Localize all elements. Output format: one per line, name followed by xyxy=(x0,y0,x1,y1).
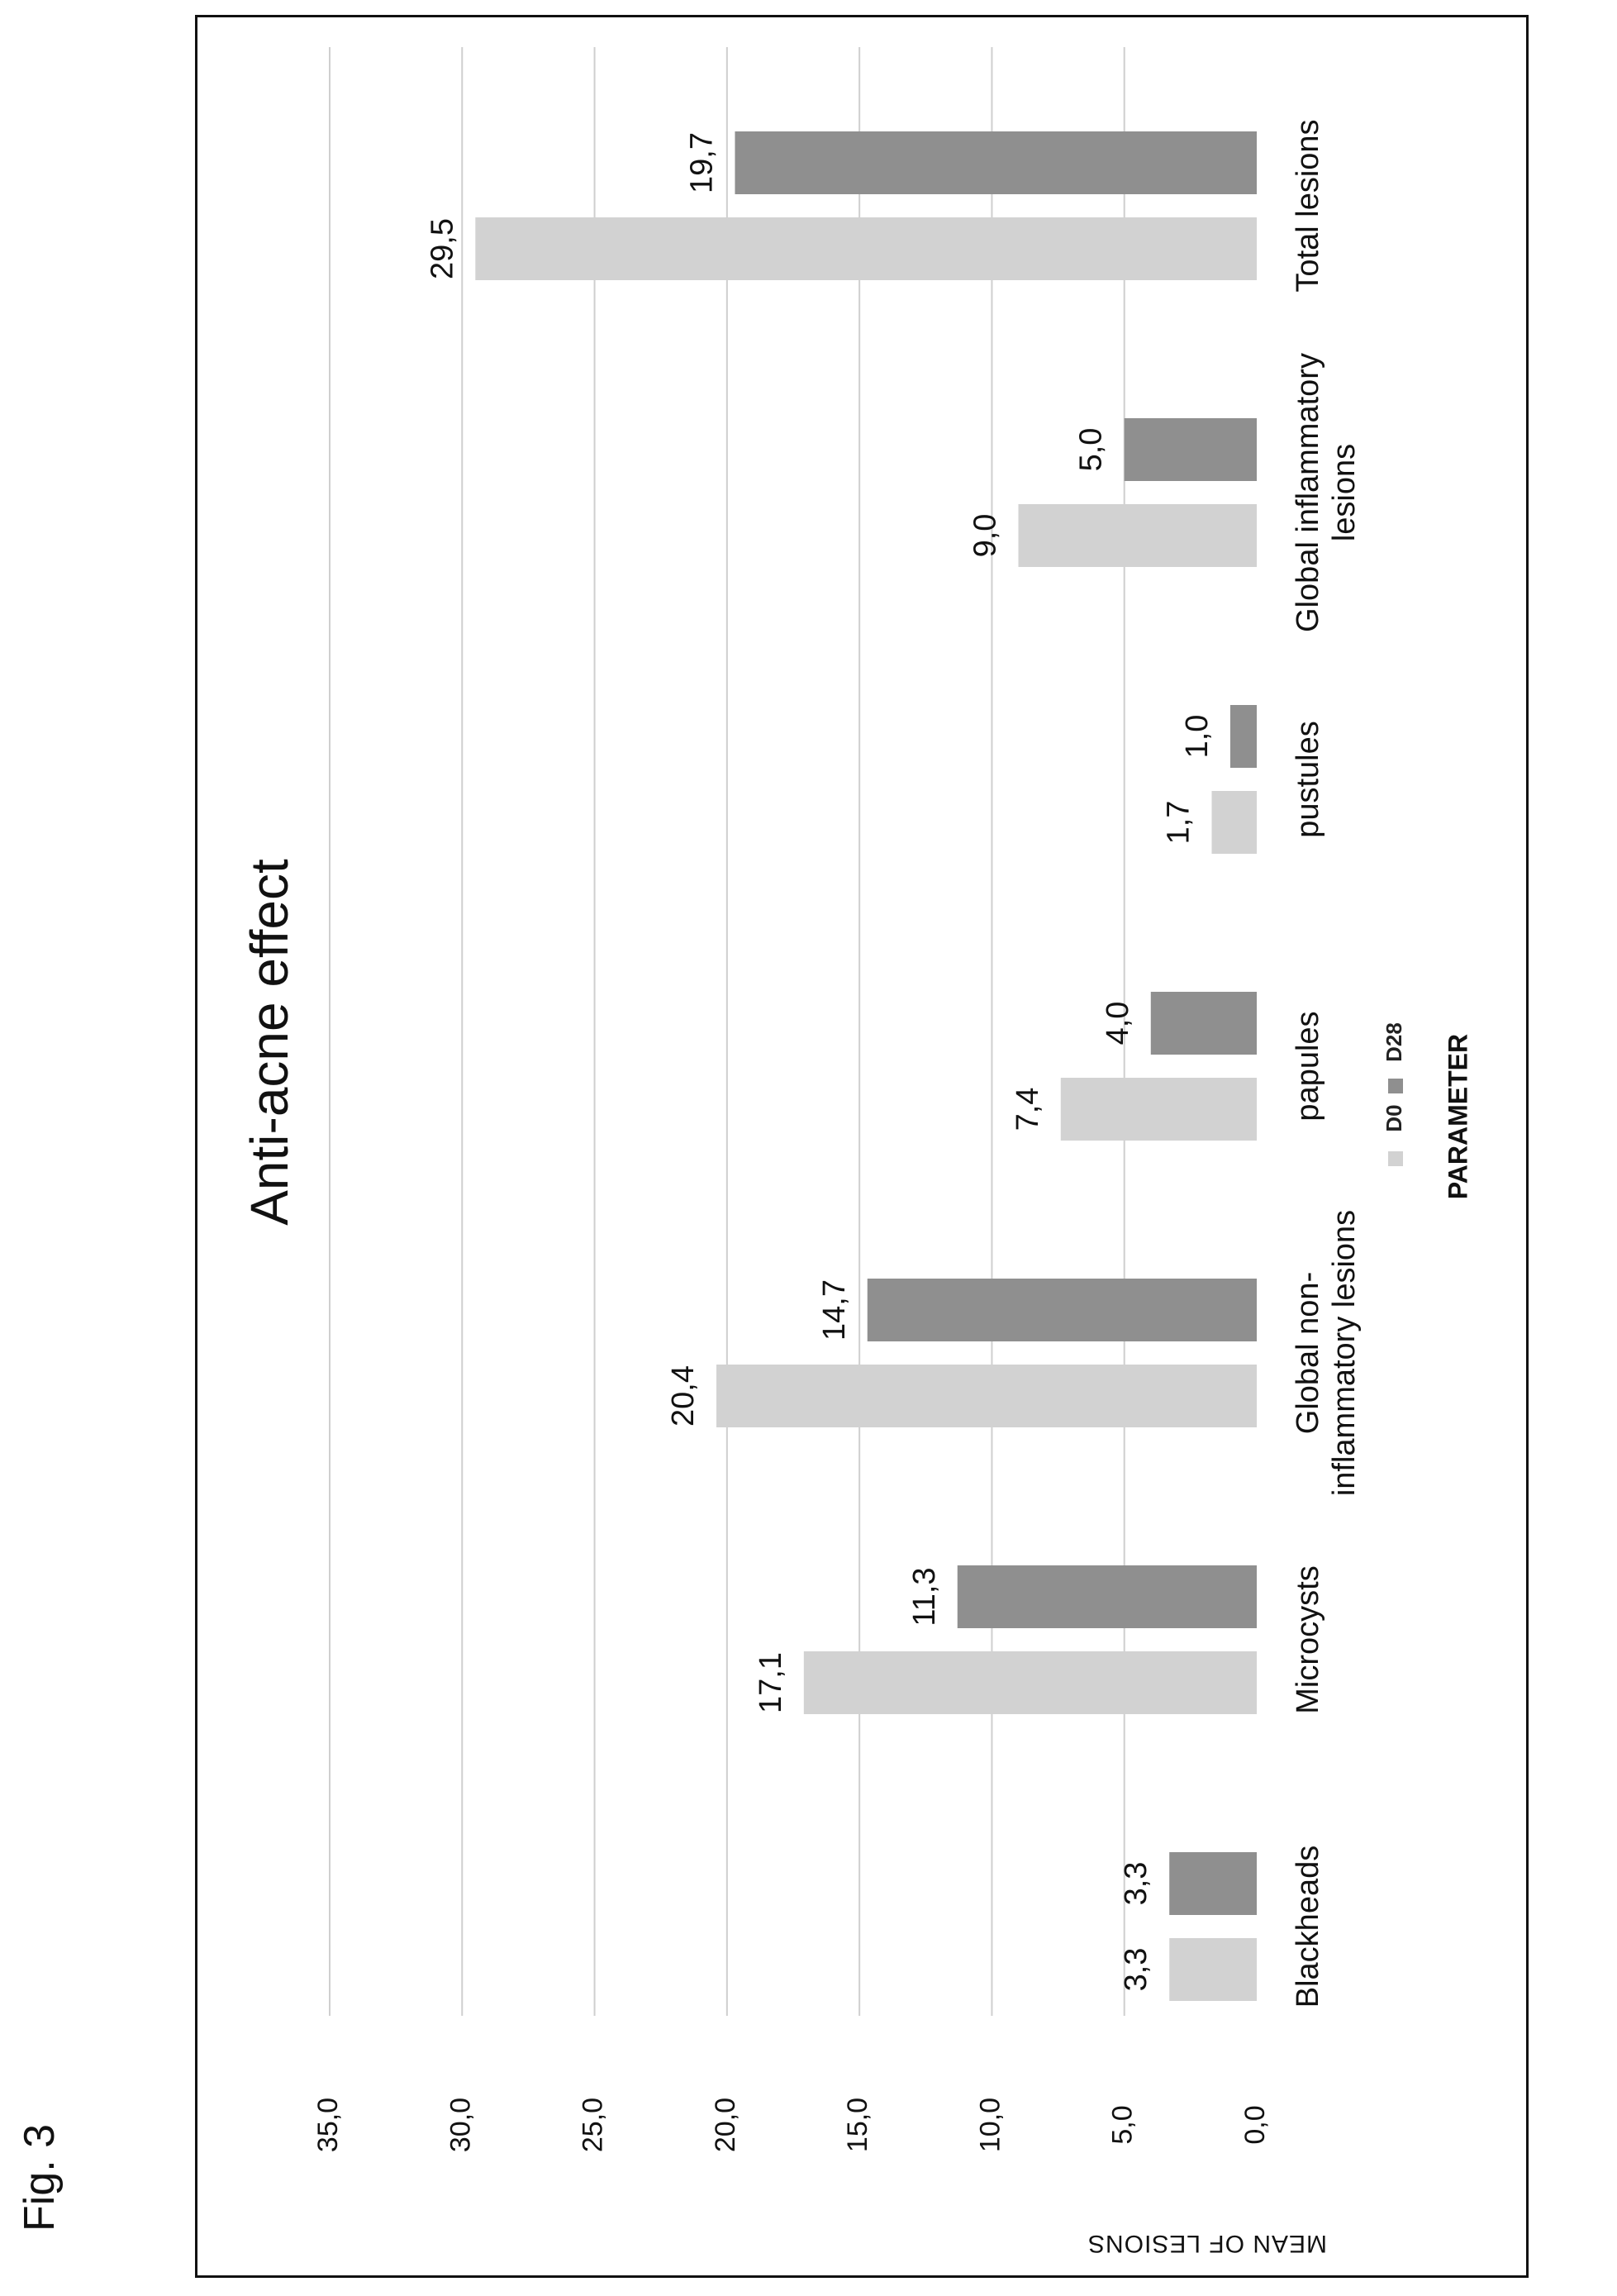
y-tick-label: 25,0 xyxy=(578,2098,609,2152)
bar-d28 xyxy=(735,131,1257,194)
y-tick-label: 5,0 xyxy=(1107,2105,1139,2144)
data-label: 1,7 xyxy=(1162,801,1196,845)
bar-d28 xyxy=(1150,992,1257,1055)
bar-d0 xyxy=(475,217,1257,280)
data-label: 14,7 xyxy=(817,1279,852,1341)
category-label: Blackheads xyxy=(1291,1846,1325,2008)
category-label: Microcysts xyxy=(1291,1565,1325,1713)
category-labels: Blackheads Microcysts Global non-inflammat… xyxy=(1291,119,1362,2008)
category-label-line: Blackheads xyxy=(1291,1846,1325,2008)
data-label: 7,4 xyxy=(1011,1088,1045,1131)
data-label: 4,0 xyxy=(1101,1002,1135,1046)
figure-label: Fig. 3 xyxy=(16,2123,64,2232)
data-label: 5,0 xyxy=(1074,428,1109,472)
data-label: 9,0 xyxy=(968,514,1003,558)
bar-d28 xyxy=(957,1565,1257,1628)
bar-d0 xyxy=(1060,1078,1257,1141)
category-label: Global non-inflammatory lesions xyxy=(1291,1210,1362,1496)
category-label-line: papules xyxy=(1291,1011,1325,1121)
data-label: 1,0 xyxy=(1180,715,1215,759)
category-label-line: pustules xyxy=(1291,721,1325,838)
data-label: 3,3 xyxy=(1119,1862,1153,1906)
data-label: 29,5 xyxy=(425,218,459,279)
y-tick-label: 10,0 xyxy=(974,2098,1006,2152)
data-label: 11,3 xyxy=(907,1567,942,1626)
category-label-line: Microcysts xyxy=(1291,1565,1325,1713)
category-label-line: inflammatory lesions xyxy=(1327,1210,1362,1496)
bar-d28 xyxy=(1124,418,1257,481)
data-label: 3,3 xyxy=(1119,1948,1153,1992)
category-label-line: Total lesions xyxy=(1291,119,1325,292)
bar-d0 xyxy=(1169,1938,1257,2001)
y-tick-label: 30,0 xyxy=(445,2098,476,2152)
bar-d0 xyxy=(1018,504,1257,567)
data-label: 17,1 xyxy=(754,1652,788,1713)
y-tick-labels: 0,0 5,0 10,0 15,0 20,0 25,0 30,0 35,0 xyxy=(312,2098,1271,2152)
bars xyxy=(475,131,1257,2001)
chart-frame: 3,3 3,3 17,1 11,3 20,4 14,7 7,4 4,0 1,7 1,0 9,0 5,0… xyxy=(195,15,1529,2278)
legend-swatch-d28 xyxy=(1388,1079,1403,1093)
bar-d0 xyxy=(716,1365,1257,1427)
category-label: papules xyxy=(1291,1011,1325,1121)
chart-title: Anti-acne effect xyxy=(240,859,299,1226)
bar-d28 xyxy=(1169,1852,1257,1915)
legend: D0 D28 xyxy=(1382,1022,1406,1166)
bar-d0 xyxy=(803,1651,1257,1714)
gridlines xyxy=(329,47,1125,2016)
y-tick-label: 20,0 xyxy=(710,2098,741,2152)
category-label-line: Global inflammatory xyxy=(1291,353,1325,632)
bar-d28 xyxy=(1229,705,1257,768)
category-label: pustules xyxy=(1291,721,1325,838)
bar-d28 xyxy=(867,1279,1257,1341)
category-label: Global inflammatorylesions xyxy=(1291,353,1362,632)
y-tick-label: 15,0 xyxy=(842,2098,873,2152)
y-tick-label: 35,0 xyxy=(312,2098,344,2152)
category-label-line: Global non- xyxy=(1291,1272,1325,1434)
data-label: 20,4 xyxy=(666,1365,701,1427)
bar-d0 xyxy=(1211,791,1257,854)
legend-label-d28: D28 xyxy=(1382,1022,1406,1062)
y-axis-title: MEAN OF LESIONS xyxy=(1087,2230,1327,2257)
category-label: Total lesions xyxy=(1291,119,1325,292)
x-axis-title: PARAMETER xyxy=(1443,1034,1472,1199)
chart-svg: 3,3 3,3 17,1 11,3 20,4 14,7 7,4 4,0 1,7 1,0 9,0 5,0… xyxy=(240,47,1472,2257)
category-label-line: lesions xyxy=(1327,444,1362,541)
data-labels: 3,3 3,3 17,1 11,3 20,4 14,7 7,4 4,0 1,7 1,0 9,0 5,0… xyxy=(425,132,1215,1991)
legend-swatch-d0 xyxy=(1388,1151,1403,1166)
legend-label-d0: D0 xyxy=(1382,1104,1406,1131)
data-label: 19,7 xyxy=(685,132,720,193)
y-tick-label: 0,0 xyxy=(1239,2105,1271,2144)
